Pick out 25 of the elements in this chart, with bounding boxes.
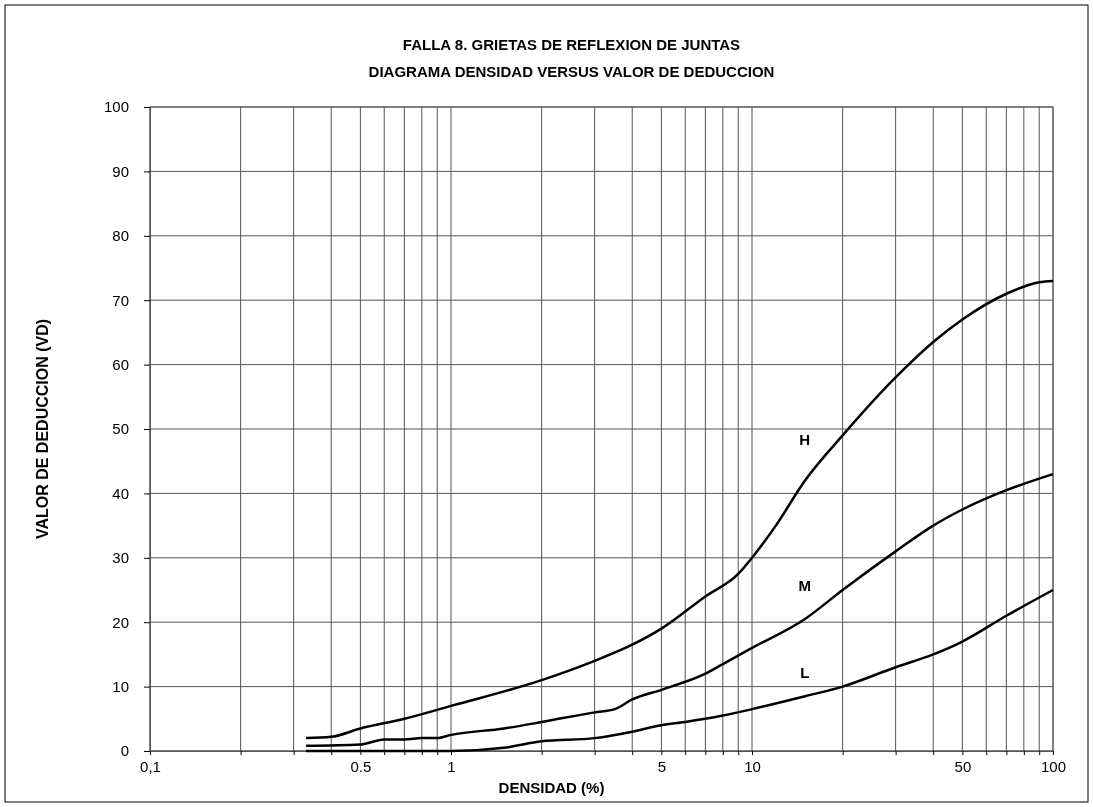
series-label: L <box>800 663 810 681</box>
y-tick-label: 30 <box>112 549 129 567</box>
chart-title: FALLA 8. GRIETAS DE REFLEXION DE JUNTAS <box>402 36 741 53</box>
y-tick-label: 70 <box>112 291 129 309</box>
y-tick-label: 60 <box>112 355 129 373</box>
y-tick-label: 90 <box>112 162 129 180</box>
x-tick-label: 10 <box>744 757 761 775</box>
y-tick-label: 40 <box>112 484 129 502</box>
y-tick-label: 10 <box>112 677 129 695</box>
x-tick-label: 0.5 <box>350 757 372 775</box>
x-tick-label: 100 <box>1040 757 1067 775</box>
y-tick-label: 20 <box>112 613 129 631</box>
series-label: M <box>798 577 811 595</box>
x-tick-label: 50 <box>954 757 972 775</box>
y-tick-label: 50 <box>112 420 129 438</box>
y-tick-label: 100 <box>103 98 129 116</box>
y-tick-label: 0 <box>120 742 129 760</box>
chart-subtitle: DIAGRAMA DENSIDAD VERSUS VALOR DE DEDUCCION <box>368 63 775 80</box>
y-axis-title: VALOR DE DEDUCCION (VD) <box>34 318 51 540</box>
y-tick-label: 80 <box>112 227 129 245</box>
x-tick-label: 1 <box>447 757 456 775</box>
x-axis-title: DENSIDAD (%) <box>498 779 605 796</box>
x-tick-label: 5 <box>657 757 667 775</box>
series-label: H <box>799 431 811 449</box>
x-tick-label: 0,1 <box>140 757 161 775</box>
